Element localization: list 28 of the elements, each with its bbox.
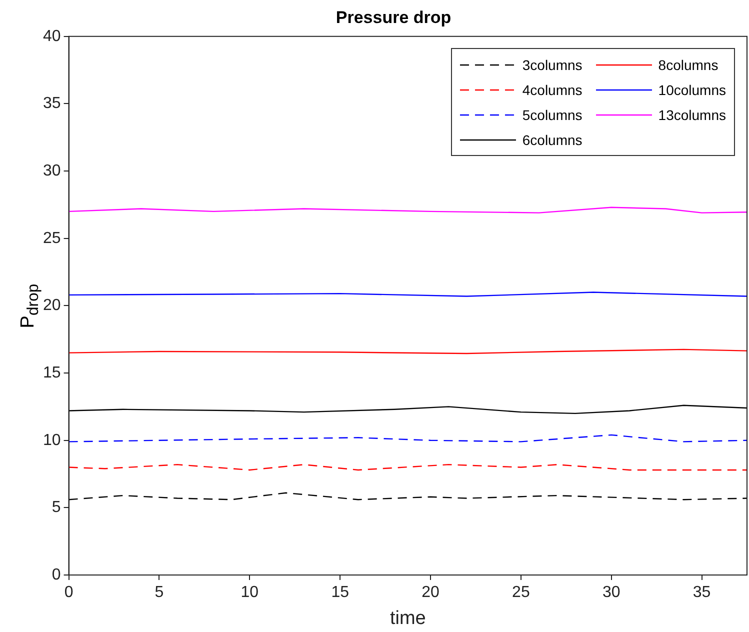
- x-tick-label: 20: [422, 584, 440, 602]
- y-tick-label: 15: [43, 364, 61, 382]
- y-tick-label: 30: [43, 162, 61, 180]
- legend-label: 8columns: [658, 56, 718, 73]
- y-tick-label: 5: [52, 499, 61, 516]
- legend-label: 6columns: [522, 132, 582, 148]
- chart-title: Pressure drop: [336, 8, 452, 27]
- line-series: [68, 434, 747, 442]
- y-tick-label: 20: [43, 297, 61, 314]
- legend-label: 4columns: [522, 82, 582, 98]
- x-tick-label: 35: [692, 584, 711, 602]
- x-tick-label: 0: [64, 584, 74, 602]
- y-tick-label: 10: [43, 432, 61, 449]
- line-series: [68, 492, 747, 500]
- x-tick-label: 25: [512, 584, 530, 602]
- x-tick-label: 10: [240, 584, 259, 602]
- x-tick-label: 30: [602, 584, 620, 602]
- y-tick-label: 35: [43, 95, 61, 112]
- legend-label: 10columns: [658, 82, 726, 98]
- y-tick-label: 40: [43, 28, 61, 45]
- x-tick-label: 5: [154, 584, 164, 602]
- x-axis-title: time: [390, 608, 426, 629]
- y-tick-label: 0: [52, 566, 61, 584]
- legend-label: 5columns: [522, 106, 582, 123]
- y-tick-label: 25: [43, 230, 61, 247]
- legend-label: 3columns: [522, 56, 582, 73]
- x-tick-label: 15: [331, 584, 350, 602]
- legend-label: 13columns: [658, 106, 726, 123]
